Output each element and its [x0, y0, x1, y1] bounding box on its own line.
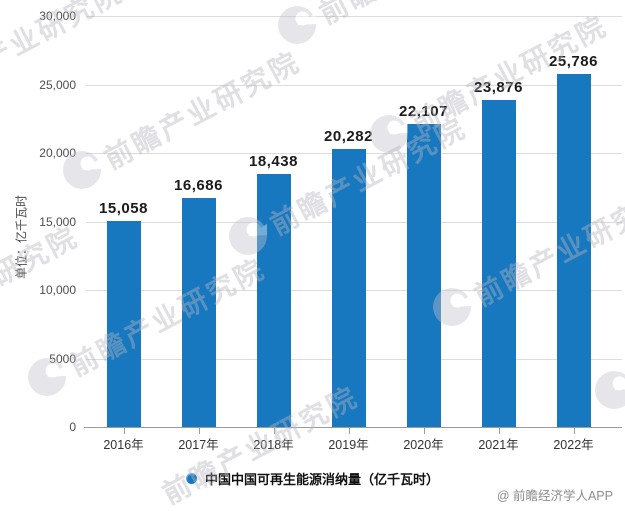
value-label: 20,282	[324, 128, 373, 146]
x-tick-mark	[573, 428, 575, 434]
x-tick-label: 2016年	[103, 438, 144, 452]
value-label: 18,438	[249, 153, 298, 171]
y-tick-label: 20,000	[39, 146, 76, 160]
value-label: 16,686	[174, 177, 223, 195]
x-axis-line	[84, 427, 622, 428]
x-tick-mark	[273, 428, 275, 434]
bar	[556, 73, 591, 427]
bar	[406, 124, 441, 427]
gridline	[86, 16, 622, 17]
gridline	[86, 84, 622, 86]
x-tick-label: 2020年	[403, 438, 444, 452]
y-tick-label: 30,000	[39, 9, 76, 23]
x-tick-label: 2017年	[178, 438, 219, 452]
x-tick-label: 2021年	[478, 438, 519, 452]
x-tick-mark	[123, 428, 125, 434]
bar	[256, 174, 291, 427]
bar	[481, 99, 516, 427]
legend: 中国中国可再生能源消纳量（亿千瓦时）	[0, 469, 625, 488]
bar	[331, 149, 366, 427]
y-tick-label: 0	[69, 420, 76, 434]
value-label: 23,876	[474, 78, 523, 96]
y-tick-label: 10,000	[39, 283, 76, 297]
value-label: 22,107	[399, 103, 448, 121]
legend-label: 中国中国可再生能源消纳量（亿千瓦时）	[204, 472, 439, 487]
x-tick-mark	[198, 428, 200, 434]
bar	[181, 198, 216, 427]
x-tick-mark	[423, 428, 425, 434]
x-tick-mark	[498, 428, 500, 434]
x-tick-label: 2022年	[553, 438, 594, 452]
credit-text: @ 前瞻经济学人APP	[496, 489, 613, 503]
value-label: 15,058	[99, 199, 148, 217]
x-tick-label: 2019年	[328, 438, 369, 452]
legend-marker-icon	[185, 473, 197, 484]
x-tick-mark	[348, 428, 350, 434]
x-tick-label: 2018年	[253, 438, 294, 452]
y-tick-label: 15,000	[39, 214, 76, 229]
bar	[106, 220, 141, 427]
y-tick-label: 5000	[49, 351, 76, 366]
value-label: 25,786	[549, 52, 598, 70]
y-tick-label: 25,000	[39, 77, 76, 92]
